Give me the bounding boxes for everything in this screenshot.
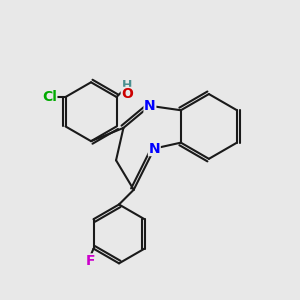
Text: F: F [86, 254, 95, 268]
Text: Cl: Cl [42, 90, 57, 104]
Text: O: O [121, 87, 133, 101]
Text: N: N [144, 99, 156, 113]
Text: H: H [122, 79, 132, 92]
Text: N: N [148, 142, 160, 155]
